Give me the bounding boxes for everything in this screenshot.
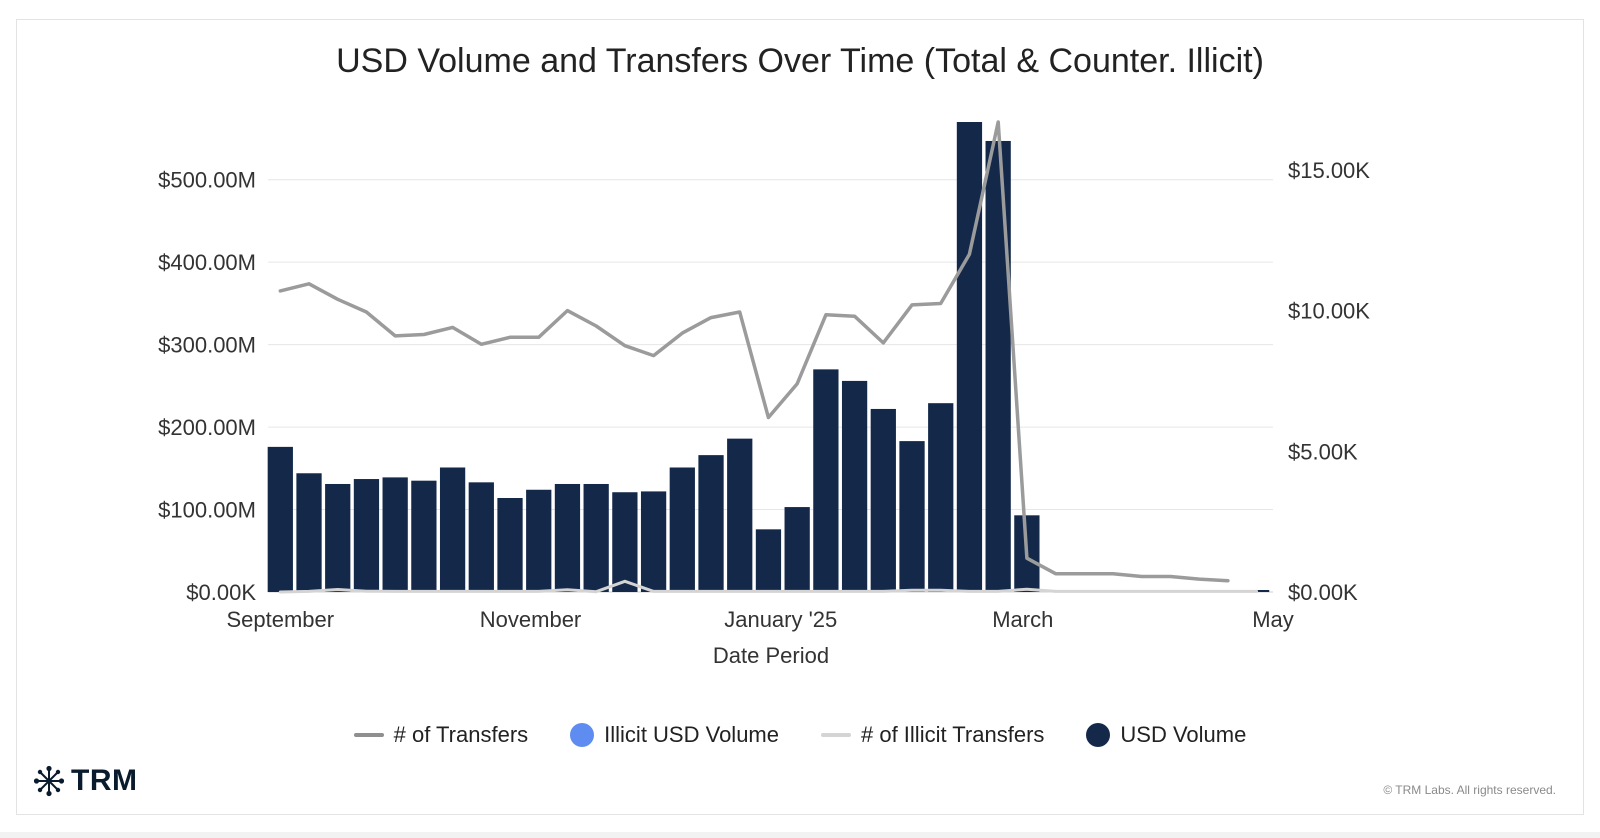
bar xyxy=(526,489,552,592)
y-right-tick-label: $5.00K xyxy=(1288,439,1358,464)
bar xyxy=(870,408,896,592)
bar xyxy=(296,473,322,592)
bottom-strip xyxy=(0,832,1600,838)
y-left-tick-label: $200.00M xyxy=(158,415,256,440)
x-tick-label: September xyxy=(226,607,334,632)
x-tick-label: March xyxy=(992,607,1053,632)
chart-legend: # of Transfers Illicit USD Volume # of I… xyxy=(0,720,1600,750)
y-left-tick-label: $300.00M xyxy=(158,333,256,358)
legend-label-usd-volume: USD Volume xyxy=(1120,722,1247,747)
y-right-tick-label: $0.00K xyxy=(1288,580,1358,605)
bar xyxy=(267,446,293,592)
bar xyxy=(727,438,753,592)
legend-swatch-transfers xyxy=(353,733,384,737)
bar xyxy=(669,467,695,592)
bar xyxy=(439,467,466,592)
legend-item-usd-volume[interactable]: USD Volume xyxy=(1086,722,1246,748)
bar xyxy=(698,455,724,592)
legend-item-illicit-transfers[interactable]: # of Illicit Transfers xyxy=(821,722,1044,748)
bar xyxy=(353,479,380,592)
y-left-tick-label: $0.00K xyxy=(186,580,256,605)
x-axis-title: Date Period xyxy=(713,643,829,668)
bar xyxy=(554,483,581,592)
legend-swatch-usd-volume xyxy=(1086,723,1111,747)
series-line xyxy=(278,120,1230,583)
y-right-tick-label: $15.00K xyxy=(1288,158,1370,183)
bar xyxy=(956,122,983,592)
y-left-tick-label: $500.00M xyxy=(158,168,256,193)
trm-logo-icon xyxy=(33,765,65,797)
bar xyxy=(612,492,638,592)
x-tick-label: January '25 xyxy=(724,607,837,632)
legend-label-illicit-transfers: # of Illicit Transfers xyxy=(861,722,1045,747)
copyright-text: © TRM Labs. All rights reserved. xyxy=(1383,783,1556,797)
y-left-tick-label: $100.00M xyxy=(158,498,256,523)
bar xyxy=(382,477,408,592)
bar xyxy=(755,529,782,592)
chart-card xyxy=(16,19,1584,815)
x-tick-label: May xyxy=(1252,607,1294,632)
y-right-tick-label: $10.00K xyxy=(1288,299,1370,324)
bar xyxy=(813,369,839,592)
bar xyxy=(899,441,925,592)
legend-item-illicit-usd-volume[interactable]: Illicit USD Volume xyxy=(570,722,779,748)
chart-title: USD Volume and Transfers Over Time (Tota… xyxy=(336,42,1264,80)
bar xyxy=(583,483,609,592)
bar xyxy=(468,482,494,592)
bar xyxy=(841,380,868,592)
bar xyxy=(325,483,351,592)
legend-label-illicit-usd-volume: Illicit USD Volume xyxy=(604,722,779,747)
bar xyxy=(985,140,1011,592)
legend-swatch-illicit-transfers xyxy=(821,733,851,737)
bar xyxy=(497,498,523,592)
logo-text: TRM xyxy=(71,764,138,797)
legend-item-transfers[interactable]: # of Transfers xyxy=(353,722,529,748)
trm-logo: TRM xyxy=(33,764,137,798)
bar xyxy=(640,491,667,592)
bar xyxy=(411,480,437,592)
y-left-tick-label: $400.00M xyxy=(158,250,256,275)
legend-swatch-illicit-usd-volume xyxy=(570,723,595,747)
bar xyxy=(928,403,954,592)
bar xyxy=(784,507,810,592)
legend-label-transfers: # of Transfers xyxy=(393,722,529,747)
x-tick-label: November xyxy=(480,607,581,632)
series-line xyxy=(278,579,1259,594)
